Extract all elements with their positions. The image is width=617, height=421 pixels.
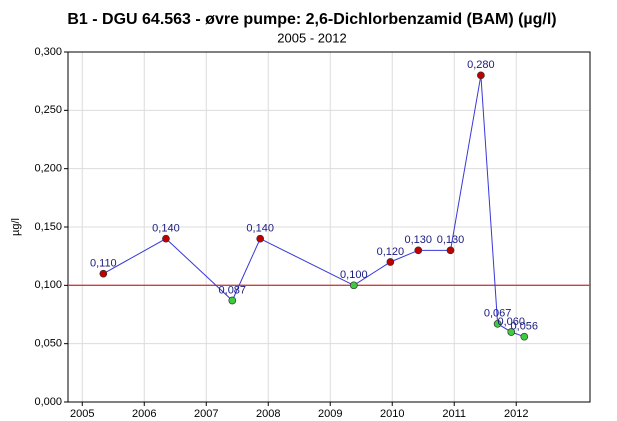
data-point	[446, 246, 455, 255]
data-label: 0,140	[246, 223, 274, 235]
data-label: 0,140	[152, 223, 180, 235]
data-label: 0,120	[377, 246, 405, 258]
y-tick-label: 0,000	[34, 396, 62, 408]
data-point	[99, 269, 108, 278]
data-label: 0,280	[467, 59, 495, 71]
data-label: 0,130	[437, 234, 465, 246]
y-tick-label: 0,300	[34, 46, 62, 58]
y-tick-label: 0,200	[34, 163, 62, 175]
data-label: 0,087	[219, 284, 247, 296]
data-label: 0,130	[405, 234, 433, 246]
x-tick-label: 2007	[194, 408, 218, 420]
x-tick-label: 2009	[318, 408, 342, 420]
data-point	[256, 234, 265, 243]
x-tick-label: 2005	[70, 408, 94, 420]
chart-subtitle: 2005 - 2012	[277, 30, 346, 45]
data-point	[507, 328, 516, 336]
y-tick-label: 0,150	[34, 221, 62, 233]
data-label: 0,056	[511, 321, 539, 333]
chart-title: B1 - DGU 64.563 - øvre pumpe: 2,6-Dichlo…	[67, 11, 556, 28]
data-label: 0,067	[484, 308, 512, 320]
y-tick-label: 0,050	[34, 338, 62, 350]
x-tick-label: 2008	[256, 408, 280, 420]
y-tick-label: 0,250	[34, 104, 62, 116]
x-tick-label: 2012	[504, 408, 528, 420]
data-point	[228, 296, 237, 305]
data-label: 0,060	[498, 316, 526, 328]
x-tick-label: 2006	[132, 408, 156, 420]
data-point	[349, 281, 358, 290]
y-tick-label: 0,100	[34, 279, 62, 291]
data-point	[520, 332, 529, 341]
data-label: 0,100	[340, 269, 368, 281]
data-point	[493, 319, 502, 328]
x-tick-label: 2010	[380, 408, 404, 420]
data-point	[414, 246, 423, 255]
data-label: 0,110	[90, 258, 117, 270]
data-point	[386, 258, 395, 266]
data-point	[162, 234, 170, 243]
plot-border	[67, 51, 591, 403]
data-point	[477, 71, 485, 80]
x-tick-label: 2011	[442, 408, 466, 420]
y-axis-label: µg/l	[10, 218, 22, 236]
